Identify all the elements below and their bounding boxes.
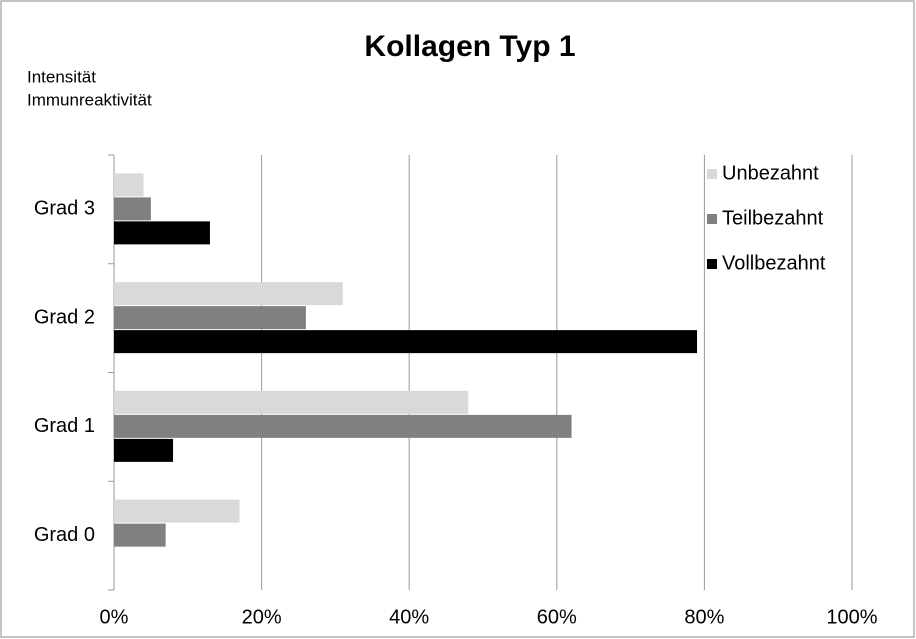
bar — [114, 438, 174, 462]
legend-label: Teilbezahnt — [722, 207, 824, 229]
bar — [114, 499, 240, 523]
legend-label: Unbezahnt — [722, 162, 819, 184]
bar — [114, 414, 572, 438]
legend-swatch — [707, 214, 717, 224]
x-tick-label: 100% — [826, 606, 877, 628]
bar — [114, 282, 343, 306]
bar — [114, 330, 698, 354]
bar — [114, 173, 144, 197]
x-tick-label: 20% — [242, 606, 282, 628]
bar — [114, 306, 306, 330]
x-tick-label: 80% — [684, 606, 724, 628]
y-tick-label: Grad 2 — [34, 306, 95, 328]
x-tick-label: 0% — [100, 606, 129, 628]
bar — [114, 523, 166, 547]
y-axis-label: Intensität — [27, 67, 96, 86]
y-tick-label: Grad 1 — [34, 415, 95, 437]
x-tick-label: 40% — [389, 606, 429, 628]
chart-title: Kollagen Typ 1 — [364, 30, 575, 63]
x-tick-label: 60% — [537, 606, 577, 628]
legend-swatch — [707, 259, 717, 269]
bar — [114, 197, 151, 221]
legend-swatch — [707, 169, 717, 179]
y-tick-label: Grad 3 — [34, 198, 95, 220]
legend-label: Vollbezahnt — [722, 252, 826, 274]
y-axis-label: Immunreaktivität — [27, 90, 152, 109]
bar — [114, 390, 469, 414]
y-tick-label: Grad 0 — [34, 524, 95, 546]
bar — [114, 221, 210, 245]
